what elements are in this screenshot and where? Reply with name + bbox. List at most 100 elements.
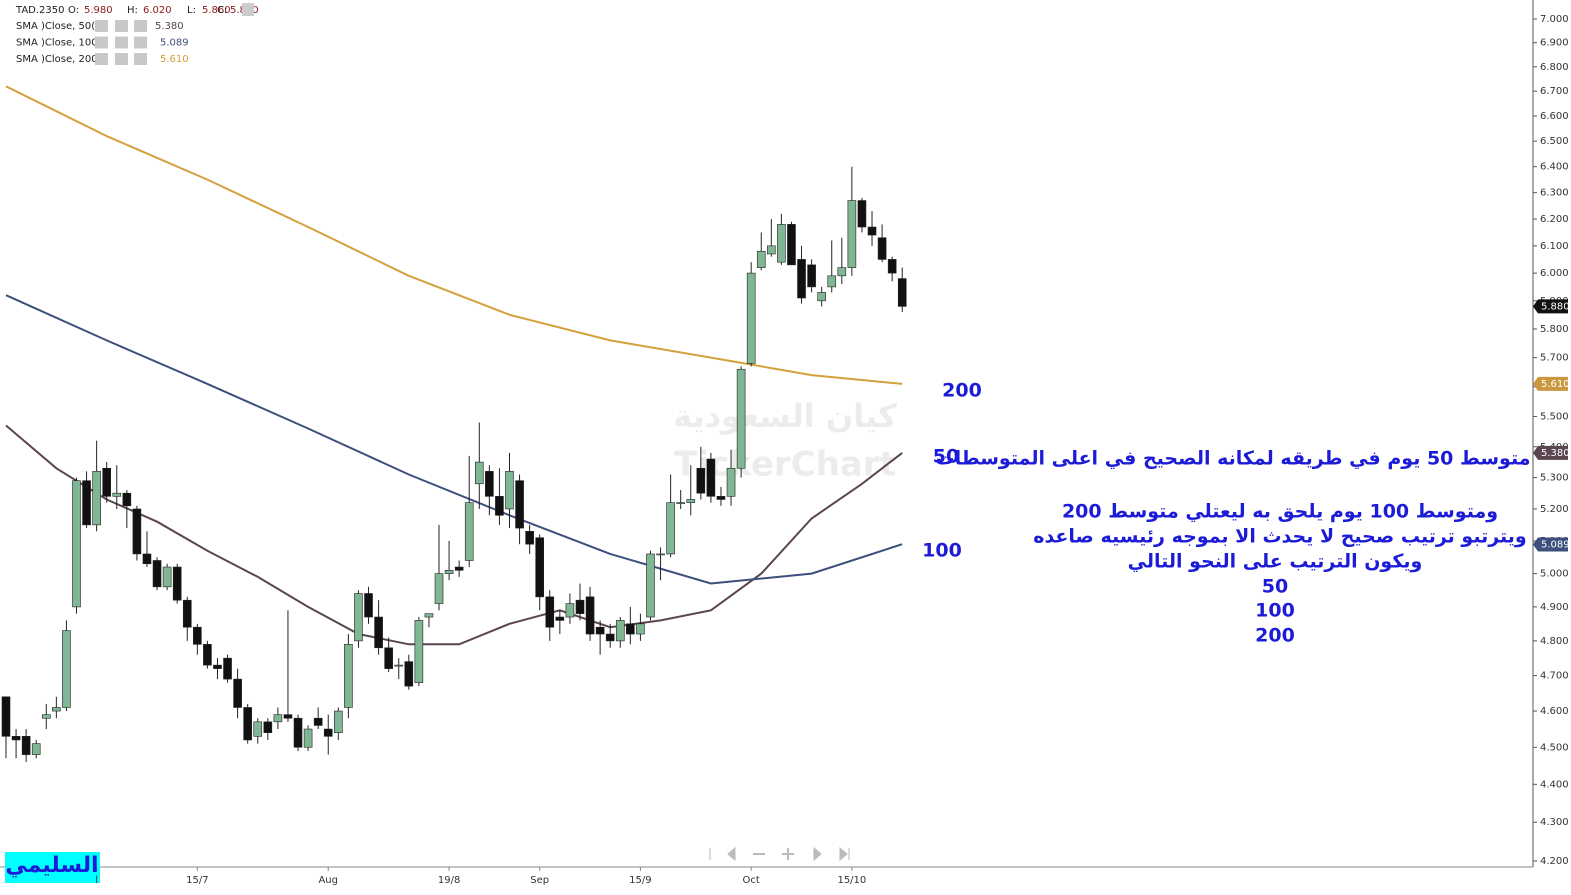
candle-body (424, 613, 434, 618)
price-tag (1533, 376, 1568, 391)
candle-body (827, 275, 837, 288)
y-tick-label: 5.800 (1540, 324, 1569, 335)
candle-body (334, 710, 343, 733)
price-tag (1533, 445, 1568, 460)
candle-body (595, 626, 605, 635)
y-tick-label: 7.000 (1540, 14, 1569, 25)
candle-body (112, 492, 122, 497)
legend-icon[interactable] (115, 36, 128, 49)
x-tick-label: 15/9 (629, 875, 651, 886)
annotation: 50 (933, 446, 959, 468)
sma-line (5, 294, 903, 585)
candle-body (394, 664, 404, 667)
candle-body (374, 616, 383, 649)
candle-body (867, 226, 877, 236)
candle-body (897, 278, 907, 307)
candle-body (313, 717, 323, 726)
candle-body (193, 626, 202, 645)
candle-body (354, 593, 363, 642)
candle-body (102, 467, 111, 497)
candle-body (515, 480, 524, 529)
candle-body (243, 707, 252, 741)
y-tick-label: 4.900 (1540, 602, 1569, 613)
y-tick-label: 6.700 (1540, 86, 1569, 97)
candle-body (323, 728, 333, 737)
candle-body (213, 664, 222, 669)
candle-body (344, 644, 353, 708)
symbol: TAD.2350 (15, 5, 65, 16)
candle-body (817, 292, 826, 302)
y-tick-label: 6.600 (1540, 111, 1569, 122)
candle-body (787, 224, 796, 266)
ohlc-key: H: (127, 5, 138, 16)
note-text: 50 (1262, 576, 1288, 598)
candle-body (716, 496, 726, 500)
candle-body (253, 721, 263, 737)
annotation: 100 (922, 540, 962, 562)
candle-body (847, 200, 857, 268)
candle-body (565, 603, 575, 618)
candle-body (756, 250, 766, 268)
legend-icon[interactable] (115, 20, 128, 32)
y-tick-label: 4.500 (1540, 742, 1569, 753)
candle-body (464, 502, 474, 561)
candle-body (434, 573, 444, 604)
candle-body (726, 467, 736, 497)
x-tick-label: l (95, 875, 98, 886)
legend-value: 5.610 (160, 54, 189, 65)
legend-icon[interactable] (115, 53, 128, 65)
y-tick-label: 5.300 (1540, 473, 1569, 484)
nav-next[interactable] (813, 846, 822, 862)
legend-icon[interactable] (134, 53, 147, 65)
candle-body (666, 502, 675, 555)
candle-body (62, 630, 71, 708)
candle-body (746, 272, 756, 364)
candle-body (364, 593, 373, 618)
nav-prev[interactable] (727, 846, 736, 862)
y-tick-label: 5.000 (1540, 569, 1569, 580)
y-tick-label: 6.400 (1540, 162, 1569, 173)
y-tick-label: 6.100 (1540, 241, 1569, 252)
candle-body (837, 267, 847, 277)
legend-icon[interactable] (134, 20, 147, 32)
legend-value: 5.380 (155, 21, 184, 32)
candle-body (505, 471, 514, 510)
y-tick-label: 5.700 (1540, 353, 1569, 364)
price-tag-label: 5.610 (1541, 379, 1570, 390)
candle-body (283, 714, 293, 719)
y-tick-label: 6.800 (1540, 62, 1569, 73)
nav-controls[interactable] (709, 846, 850, 862)
annotation: 200 (942, 380, 982, 402)
candle-body (1, 696, 11, 737)
x-tick-label: 15/10 (837, 875, 866, 886)
candle-body (414, 620, 424, 683)
candle-body (72, 480, 81, 608)
nav-zoom-in[interactable] (782, 848, 794, 860)
candle-body (41, 714, 51, 719)
legend-icon[interactable] (134, 36, 147, 49)
nav-end[interactable] (839, 846, 850, 862)
y-tick-label: 6.500 (1540, 136, 1569, 147)
y-tick-label: 5.200 (1540, 504, 1569, 515)
candle-body (21, 736, 31, 755)
candle-body (797, 259, 806, 299)
legend-icon[interactable] (95, 53, 108, 65)
legend-name: SMA )Close, 50( (16, 21, 95, 32)
candle-body (122, 492, 132, 507)
candle-body (525, 531, 534, 545)
sma-line (5, 424, 903, 646)
legend-icon[interactable] (95, 36, 108, 49)
candle-body (11, 736, 21, 741)
y-tick-label: 4.400 (1540, 779, 1569, 790)
y-tick-label: 6.200 (1540, 214, 1569, 225)
candle-body (142, 553, 152, 565)
legend-icon[interactable] (95, 20, 108, 32)
y-tick-label: 4.300 (1540, 817, 1569, 828)
menu-button (242, 3, 254, 16)
y-tick-label: 6.300 (1540, 188, 1569, 199)
candle-body (223, 657, 232, 680)
candle-body (555, 616, 565, 621)
candle-body (495, 496, 504, 516)
candle-body (777, 224, 786, 263)
ohlc-key: C: (217, 5, 227, 16)
